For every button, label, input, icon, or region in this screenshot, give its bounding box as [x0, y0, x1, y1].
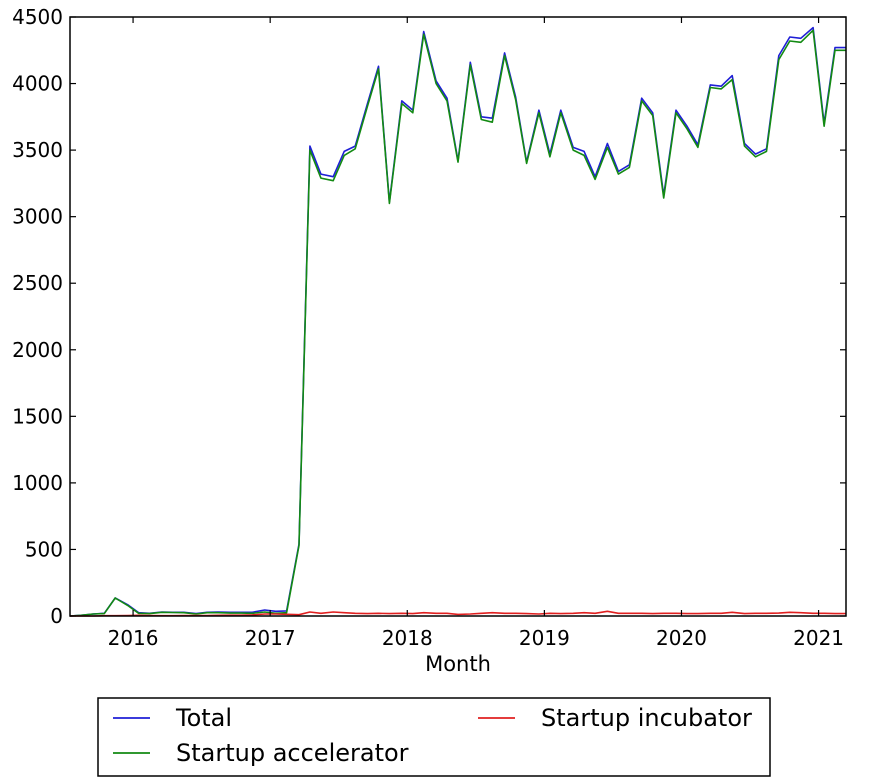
x-tick-label: 2020 — [656, 626, 707, 650]
x-tick-label: 2019 — [519, 626, 570, 650]
y-tick-label: 0 — [50, 604, 63, 628]
y-tick-label: 500 — [25, 537, 63, 561]
plot-frame — [69, 16, 847, 617]
y-axis: 0 500 1000 1500 2000 2500 3000 3500 4000 4500 — [12, 5, 846, 628]
x-axis-label: Month — [425, 652, 491, 676]
y-tick-label: 3500 — [12, 138, 63, 162]
x-axis: 2016 2017 2018 2019 2020 2021 — [108, 17, 844, 650]
legend-box — [97, 697, 771, 777]
y-tick-label: 4500 — [12, 5, 63, 29]
x-tick-label: 2018 — [382, 626, 433, 650]
y-tick-label: 1500 — [12, 404, 63, 428]
legend-label-startup-accelerator: Startup accelerator — [176, 739, 409, 767]
x-tick-label: 2021 — [793, 626, 844, 650]
y-tick-label: 1000 — [12, 471, 63, 495]
y-tick-label: 3000 — [12, 205, 63, 229]
series-line-startup-accelerator — [69, 29, 846, 617]
legend-label-startup-incubator: Startup incubator — [541, 704, 752, 732]
plot-lines — [69, 26, 846, 617]
legend-label-total: Total — [175, 704, 232, 732]
y-tick-label: 4000 — [12, 72, 63, 96]
x-tick-label: 2016 — [108, 626, 159, 650]
series-line-total — [69, 26, 846, 617]
y-tick-label: 2000 — [12, 338, 63, 362]
x-tick-label: 2017 — [245, 626, 296, 650]
y-tick-label: 2500 — [12, 271, 63, 295]
legend: Total Startup accelerator Startup incubato… — [97, 697, 771, 777]
